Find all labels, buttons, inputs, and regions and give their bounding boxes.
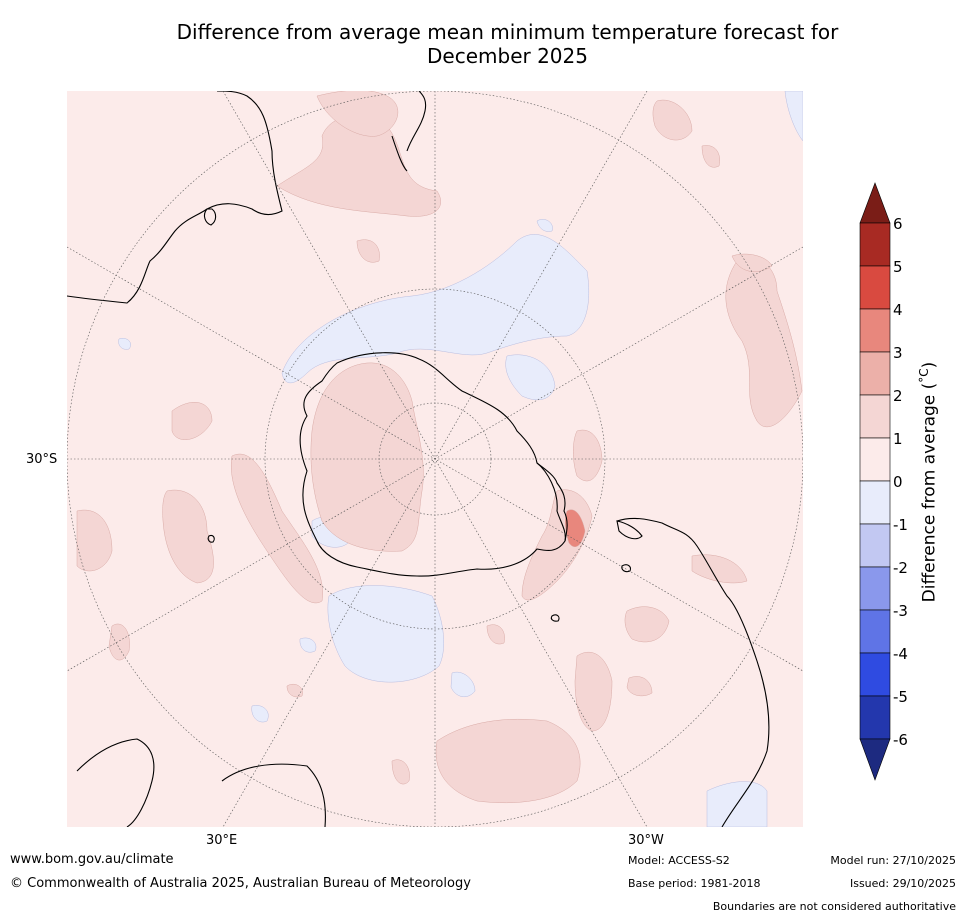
positive-region-small-north-1: [356, 239, 380, 263]
footer-disclaimer: Boundaries are not considered authoritat…: [712, 900, 956, 913]
coastlines: [67, 91, 770, 827]
positive-region-south-pacific: [652, 99, 693, 141]
colorbar-tick-m5: -5: [893, 688, 908, 706]
colorbar-segment-m1-0: [859, 480, 891, 525]
positive-region-small-sw: [286, 683, 303, 698]
positive-region-small-se: [391, 759, 410, 785]
colorbar-tick-6: 6: [893, 215, 903, 233]
positive-region-argentine-basin: [691, 554, 748, 584]
positive-region-small-north-2: [701, 145, 720, 168]
positive-region-new-zealand-north: [316, 91, 398, 137]
chart-title: Difference from average mean minimum tem…: [60, 20, 955, 68]
colorbar-tick-0: 0: [893, 473, 903, 491]
colorbar-segment-m2-m1: [859, 523, 891, 568]
negative-region-pacific: [536, 219, 553, 232]
colorbar-segment-3-4: [859, 308, 891, 353]
new-zealand-north-island: [391, 135, 408, 172]
colorbar-label-unit: °C: [917, 368, 931, 383]
positive-region-chile-west: [725, 257, 803, 427]
positive-region-small-atlantic-2: [486, 624, 505, 645]
colorbar-tick-4: 4: [893, 301, 903, 319]
colorbar-extend-high: [859, 182, 891, 224]
longitude-label-30w: 30°W: [628, 833, 664, 848]
colorbar-segment-5-6: [859, 222, 891, 267]
colorbar-tick-5: 5: [893, 258, 903, 276]
polar-map[interactable]: [67, 91, 803, 827]
footer-model-run: Model run: 27/10/2025: [830, 854, 956, 867]
footer-website[interactable]: www.bom.gov.au/climate: [10, 852, 174, 867]
anomaly-region-2-to-3: [565, 509, 586, 547]
colorbar-segment-2-3: [859, 351, 891, 396]
kerguelen-island: [207, 534, 215, 543]
colorbar-tick-m3: -3: [893, 602, 908, 620]
colorbar-tick-m4: -4: [893, 645, 908, 663]
colorbar-tick-m6: -6: [893, 731, 908, 749]
positive-region-falklands: [624, 606, 670, 643]
positive-region-southern-indian: [230, 453, 323, 604]
colorbar-segment-m5-m4: [859, 652, 891, 697]
tierra-del-fuego: [616, 520, 643, 540]
positive-region-small-west: [108, 623, 130, 661]
positive-region-madagascar-sea: [76, 509, 113, 572]
falkland-islands: [621, 564, 631, 573]
negative-region-small-1: [450, 671, 476, 698]
positive-region-east-pacific: [731, 253, 773, 272]
anomaly-positive-regions: [76, 91, 803, 804]
longitude-label-30e: 30°E: [206, 833, 238, 848]
meridian-60w: [67, 246, 803, 672]
title-line-1: Difference from average mean minimum tem…: [176, 20, 839, 44]
colorbar-segment-m4-m3: [859, 609, 891, 654]
colorbar-segment-4-5: [859, 265, 891, 310]
latitude-label-30s: 30°S: [26, 452, 58, 467]
footer-model: Model: ACCESS-S2: [628, 854, 730, 867]
colorbar-label-main: Difference from average (: [919, 382, 940, 603]
positive-region-south-america-coast: [626, 676, 653, 697]
title-line-2: December 2025: [427, 44, 588, 68]
negative-region-small-3: [251, 705, 269, 723]
colorbar: [859, 182, 891, 781]
tasmania-coastline: [203, 208, 217, 226]
south-america-coastline: [616, 517, 770, 827]
colorbar-label-end: ): [919, 361, 940, 369]
colorbar-tick-2: 2: [893, 387, 903, 405]
positive-region-atlantic-small: [573, 429, 603, 482]
colorbar-tick-1: 1: [893, 430, 903, 448]
positive-region-south-africa-south: [435, 718, 581, 804]
colorbar-tick-3: 3: [893, 344, 903, 362]
positive-region-antarctica-east: [310, 362, 424, 552]
south-africa-coastline: [76, 738, 155, 827]
australia-coastline: [67, 91, 283, 304]
new-zealand-south-island: [406, 91, 427, 152]
colorbar-extend-low: [859, 738, 891, 781]
positive-region-crozet: [171, 402, 213, 440]
south-georgia: [550, 614, 560, 622]
positive-region-kerguelen: [162, 489, 214, 584]
negative-region-top-right: [784, 91, 803, 142]
latitude-circle-60s: [264, 288, 606, 630]
colorbar-tick-m1: -1: [893, 516, 908, 534]
negative-region-weddell: [505, 354, 556, 401]
negative-region-small-4: [118, 338, 131, 350]
negative-region-small-2: [299, 637, 317, 653]
colorbar-segment-0-1: [859, 437, 891, 482]
colorbar-segment-m3-m2: [859, 566, 891, 611]
antarctic-peninsula: [536, 462, 568, 542]
graticule: [67, 91, 803, 827]
colorbar-tick-m2: -2: [893, 559, 908, 577]
colorbar-segment-m6-m5: [859, 695, 891, 740]
antarctica-coastline: [299, 352, 566, 577]
negative-region-indian-ocean: [327, 585, 444, 683]
footer-copyright: © Commonwealth of Australia 2025, Austra…: [10, 876, 471, 891]
colorbar-label: Difference from average (°C): [917, 332, 940, 632]
colorbar-segment-1-2: [859, 394, 891, 439]
footer-issued: Issued: 29/10/2025: [849, 877, 956, 890]
madagascar-coastline: [221, 763, 326, 827]
positive-region-argentina-east: [574, 651, 613, 732]
footer-base-period: Base period: 1981-2018: [628, 877, 761, 890]
